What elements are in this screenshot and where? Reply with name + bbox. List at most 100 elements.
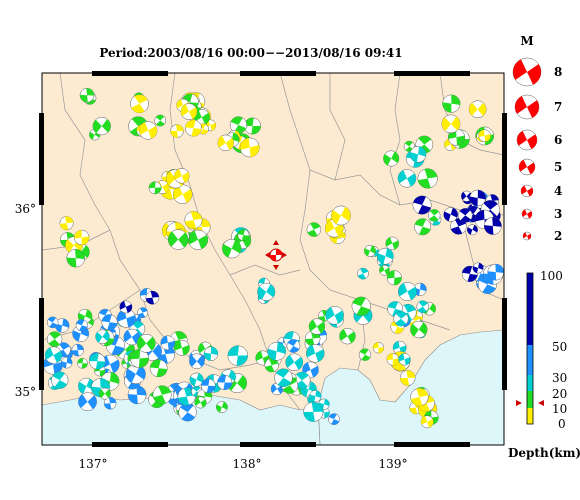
beachball-icon[interactable] <box>184 211 203 229</box>
beachball-icon[interactable] <box>75 319 88 332</box>
beachball-icon[interactable] <box>160 335 176 351</box>
beachball-icon[interactable] <box>92 117 111 136</box>
beachball-icon[interactable] <box>521 208 533 220</box>
beachball-icon[interactable] <box>222 239 242 259</box>
beachball-icon[interactable] <box>358 348 372 361</box>
map-canvas[interactable] <box>42 73 504 445</box>
beachball-icon[interactable] <box>285 353 304 372</box>
beachball-icon[interactable] <box>379 264 390 276</box>
beachball-icon[interactable] <box>414 218 432 236</box>
beachball-icon[interactable] <box>244 117 262 135</box>
beachball-icon[interactable] <box>383 150 400 167</box>
beachball-icon[interactable] <box>472 262 484 274</box>
beachball-icon[interactable] <box>306 344 325 363</box>
beachball-icon[interactable] <box>409 146 427 163</box>
beachball-icon[interactable] <box>203 346 219 361</box>
beachball-icon[interactable] <box>66 249 85 268</box>
beachball-icon[interactable] <box>154 114 167 127</box>
beachball-icon[interactable] <box>200 378 216 394</box>
beachball-icon[interactable] <box>399 370 416 386</box>
beachball-icon[interactable] <box>130 94 149 114</box>
beachball-icon[interactable] <box>386 270 402 286</box>
beachball-icon[interactable] <box>257 282 276 301</box>
beachball-icon[interactable] <box>148 181 162 195</box>
beachball-icon[interactable] <box>518 158 536 176</box>
beachball-icon[interactable] <box>168 229 189 250</box>
beachball-icon[interactable] <box>468 100 487 119</box>
beachball-icon[interactable] <box>487 263 504 281</box>
beachball-icon[interactable] <box>239 137 260 158</box>
beachball-icon[interactable] <box>178 403 197 422</box>
beachball-icon[interactable] <box>420 415 434 429</box>
beachball-icon[interactable] <box>325 306 344 325</box>
beachball-icon[interactable] <box>393 311 409 327</box>
beachball-icon[interactable] <box>152 385 172 405</box>
beachball-icon[interactable] <box>170 124 184 138</box>
beachball-icon[interactable] <box>364 244 376 257</box>
beachball-icon[interactable] <box>51 371 69 389</box>
beachball-icon[interactable] <box>357 267 369 280</box>
beachball-icon[interactable] <box>189 372 204 387</box>
beachball-icon[interactable] <box>520 184 534 198</box>
beachball-icon[interactable] <box>331 205 351 226</box>
beachball-icon[interactable] <box>60 356 73 369</box>
beachball-icon[interactable] <box>286 339 301 353</box>
beachball-icon[interactable] <box>194 396 207 409</box>
beachball-icon[interactable] <box>416 300 430 314</box>
beachball-icon[interactable] <box>237 229 250 241</box>
beachball-icon[interactable] <box>71 343 84 357</box>
beachball-icon[interactable] <box>397 169 417 188</box>
beachball-icon[interactable] <box>137 307 149 319</box>
beachball-icon[interactable] <box>227 345 248 366</box>
beachball-icon[interactable] <box>103 396 117 410</box>
beachball-icon[interactable] <box>267 342 286 361</box>
beachball-icon[interactable] <box>174 168 190 184</box>
beachball-icon[interactable] <box>516 129 538 151</box>
beachball-icon[interactable] <box>44 346 63 364</box>
beachball-icon[interactable] <box>78 392 97 412</box>
beachball-icon[interactable] <box>187 229 209 250</box>
beachball-icon[interactable] <box>410 320 428 339</box>
event-markers[interactable] <box>43 87 504 429</box>
beachball-icon[interactable] <box>398 353 411 366</box>
beachball-icon[interactable] <box>392 340 407 355</box>
beachball-icon[interactable] <box>522 231 532 241</box>
beachball-icon[interactable] <box>95 329 110 344</box>
beachball-icon[interactable] <box>270 382 284 396</box>
beachball-icon[interactable] <box>101 314 118 331</box>
beachball-icon[interactable] <box>74 229 90 246</box>
beachball-icon[interactable] <box>145 290 160 305</box>
beachball-icon[interactable] <box>308 318 326 335</box>
beachball-icon[interactable] <box>274 368 293 387</box>
beachball-icon[interactable] <box>483 217 502 235</box>
beachball-icon[interactable] <box>469 189 487 207</box>
beachball-icon[interactable] <box>77 357 88 369</box>
beachball-icon[interactable] <box>417 168 438 189</box>
beachball-icon[interactable] <box>512 57 542 87</box>
beachball-icon[interactable] <box>99 387 111 400</box>
beachball-icon[interactable] <box>443 207 458 222</box>
beachball-icon[interactable] <box>180 103 198 120</box>
beachball-icon[interactable] <box>125 364 146 384</box>
beachball-icon[interactable] <box>372 342 385 354</box>
beachball-icon[interactable] <box>328 413 340 425</box>
beachball-icon[interactable] <box>461 190 473 202</box>
beachball-icon[interactable] <box>478 129 491 142</box>
beachball-icon[interactable] <box>89 353 106 370</box>
beachball-icon[interactable] <box>185 119 202 137</box>
beachball-icon[interactable] <box>427 209 441 222</box>
beachball-icon[interactable] <box>216 401 228 413</box>
beachball-icon[interactable] <box>149 359 168 378</box>
beachball-icon[interactable] <box>339 327 356 345</box>
beachball-icon[interactable] <box>385 236 400 251</box>
beachball-icon[interactable] <box>173 339 190 356</box>
beachball-icon[interactable] <box>306 222 322 237</box>
beachball-icon[interactable] <box>376 247 394 265</box>
beachball-icon[interactable] <box>514 94 540 120</box>
beachball-icon[interactable] <box>79 87 95 103</box>
beachball-icon[interactable] <box>59 216 74 231</box>
beachball-icon[interactable] <box>217 134 235 152</box>
beachball-icon[interactable] <box>309 390 322 403</box>
beachball-icon[interactable] <box>458 208 473 223</box>
beachball-icon[interactable] <box>116 308 136 328</box>
